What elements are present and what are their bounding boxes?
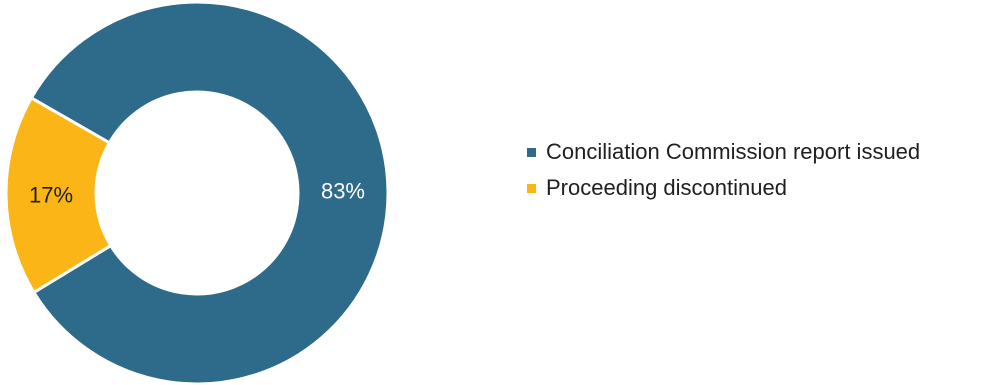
slice-report-issued (29, 0, 390, 385)
legend-item-proceeding-discontinued: Proceeding discontinued (527, 170, 920, 206)
slice-proceeding-discontinued (4, 95, 113, 295)
legend-swatch-proceeding-discontinued (527, 183, 536, 193)
legend-label-report-issued: Conciliation Commission report issued (546, 139, 921, 164)
legend-label-proceeding-discontinued: Proceeding discontinued (546, 175, 787, 200)
slice-label-report-issued: 83% (321, 179, 365, 204)
donut-slice-labels: 83% 17% (29, 179, 365, 208)
slice-label-proceeding-discontinued: 17% (29, 182, 73, 207)
chart-legend: Conciliation Commission report issued Pr… (527, 134, 920, 206)
legend-swatch-report-issued (527, 147, 536, 157)
legend-item-report-issued: Conciliation Commission report issued (527, 134, 920, 170)
donut-slices (4, 0, 390, 385)
